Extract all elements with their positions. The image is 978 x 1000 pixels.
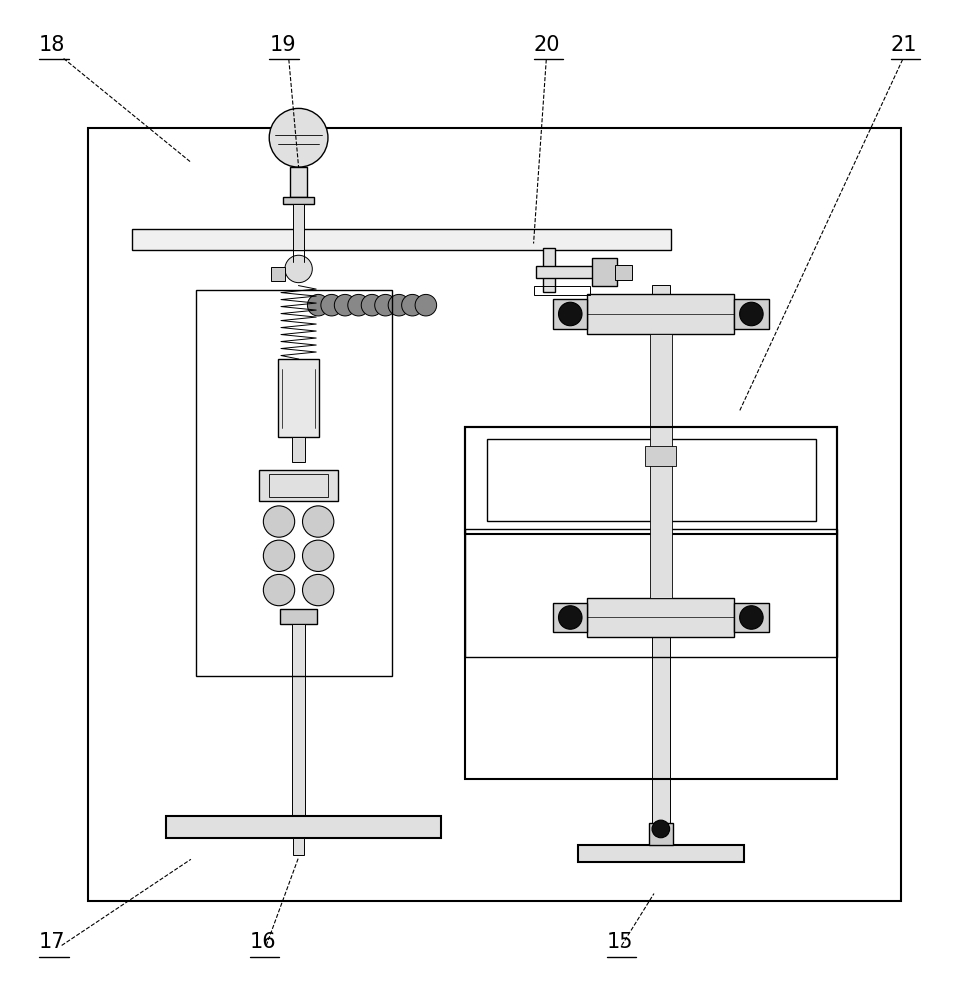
Bar xyxy=(166,816,440,838)
Bar xyxy=(614,265,632,280)
Circle shape xyxy=(285,255,312,283)
Circle shape xyxy=(738,302,762,326)
Bar xyxy=(577,845,743,862)
Circle shape xyxy=(307,294,329,316)
Bar xyxy=(587,294,734,334)
Text: 17: 17 xyxy=(39,932,66,952)
Circle shape xyxy=(269,108,328,167)
Text: 16: 16 xyxy=(249,932,276,952)
Bar xyxy=(289,167,307,197)
Bar xyxy=(292,838,304,855)
Bar xyxy=(651,285,669,828)
Circle shape xyxy=(347,294,369,316)
Bar xyxy=(292,204,304,250)
Circle shape xyxy=(263,506,294,537)
Bar xyxy=(543,248,555,292)
Circle shape xyxy=(557,606,582,629)
Bar xyxy=(465,529,836,657)
Circle shape xyxy=(375,294,396,316)
Bar xyxy=(645,446,676,466)
Bar xyxy=(271,267,285,281)
Bar xyxy=(280,609,317,624)
Bar xyxy=(535,266,594,278)
Bar xyxy=(553,603,587,632)
Circle shape xyxy=(415,294,436,316)
Bar xyxy=(587,598,734,637)
Bar xyxy=(648,823,672,845)
Bar xyxy=(269,474,328,497)
Bar xyxy=(291,624,305,818)
Bar xyxy=(486,439,815,521)
Bar xyxy=(283,197,314,204)
Bar xyxy=(649,334,671,598)
Bar xyxy=(734,299,768,329)
Circle shape xyxy=(387,294,409,316)
Circle shape xyxy=(401,294,422,316)
Circle shape xyxy=(738,606,762,629)
Bar xyxy=(465,427,836,534)
Text: 18: 18 xyxy=(39,35,66,55)
Circle shape xyxy=(302,506,333,537)
Bar xyxy=(592,258,616,286)
Bar xyxy=(196,290,391,676)
Text: 21: 21 xyxy=(890,35,916,55)
Bar xyxy=(88,128,900,901)
Bar xyxy=(553,299,587,329)
Circle shape xyxy=(557,302,582,326)
Circle shape xyxy=(361,294,382,316)
Circle shape xyxy=(651,820,669,838)
Circle shape xyxy=(333,294,356,316)
Bar xyxy=(132,229,670,250)
Text: 19: 19 xyxy=(269,35,295,55)
Circle shape xyxy=(263,574,294,606)
Circle shape xyxy=(321,294,342,316)
Bar xyxy=(278,359,319,437)
Text: 20: 20 xyxy=(533,35,559,55)
Bar xyxy=(291,437,305,462)
Circle shape xyxy=(302,574,333,606)
Bar xyxy=(734,603,768,632)
Bar xyxy=(259,470,337,501)
Bar xyxy=(465,427,836,779)
Circle shape xyxy=(302,540,333,571)
Text: 15: 15 xyxy=(606,932,633,952)
Bar xyxy=(533,286,590,295)
Circle shape xyxy=(263,540,294,571)
